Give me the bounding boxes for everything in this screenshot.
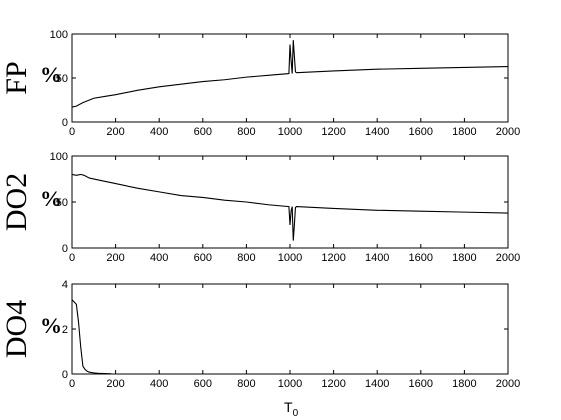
x-tick-label: 1400 <box>365 252 389 264</box>
series-line-1 <box>71 299 112 375</box>
x-tick-label: 400 <box>150 126 168 138</box>
axes-frame <box>71 155 509 249</box>
x-tick-label: 400 <box>150 378 168 390</box>
series-line-1 <box>71 173 509 241</box>
subplot-1: 0 200 400 600 800 1000 1200 1400 1600 1800 2000 0 50… <box>0 29 520 138</box>
x-tick-label: 200 <box>106 252 124 264</box>
x-tick-label: 400 <box>150 252 168 264</box>
x-tick-label: 600 <box>194 126 212 138</box>
y-axis-unit: % <box>40 313 62 338</box>
y-tick-label: 2 <box>62 324 68 336</box>
x-tick-label: 1000 <box>278 252 302 264</box>
y-axis-label: DO2 <box>0 173 33 231</box>
x-tick-label: 1800 <box>452 126 476 138</box>
x-tick-label: 0 <box>69 252 75 264</box>
x-tick-label: 1400 <box>365 378 389 390</box>
x-tick-label: 600 <box>194 252 212 264</box>
y-tick-label: 4 <box>62 279 68 291</box>
x-tick-label: 800 <box>237 378 255 390</box>
x-tick-label: 2000 <box>496 126 520 138</box>
x-tick-label: 0 <box>69 126 75 138</box>
x-tick-label: 1600 <box>409 126 433 138</box>
x-tick-label: 200 <box>106 126 124 138</box>
y-tick-label: 50 <box>56 73 68 85</box>
x-tick-label: 1000 <box>278 378 302 390</box>
subplot-2: 0 200 400 600 800 1000 1200 1400 1600 1800 2000 0 50… <box>0 151 520 264</box>
x-axis-label: T0 <box>284 399 299 419</box>
y-axis-label: FP <box>0 61 33 94</box>
series-line-1 <box>71 40 509 108</box>
x-tick-label: 600 <box>194 378 212 390</box>
x-tick-label: 1400 <box>365 126 389 138</box>
x-tick-label: 1800 <box>452 252 476 264</box>
x-tick-label: 1600 <box>409 378 433 390</box>
x-tick-label: 0 <box>69 378 75 390</box>
y-axis-unit: % <box>40 62 62 87</box>
x-tick-label: 800 <box>237 126 255 138</box>
x-tick-label: 1200 <box>321 378 345 390</box>
x-tick-label: 1200 <box>321 126 345 138</box>
x-tick-label: 1200 <box>321 252 345 264</box>
x-tick-label: 200 <box>106 378 124 390</box>
x-tick-label: 2000 <box>496 252 520 264</box>
x-tick-label: 1000 <box>278 126 302 138</box>
y-tick-label: 100 <box>50 29 68 41</box>
y-tick-label: 0 <box>62 117 68 129</box>
x-tick-label: 1800 <box>452 378 476 390</box>
y-tick-label: 50 <box>56 197 68 209</box>
x-tick-label: 800 <box>237 252 255 264</box>
x-tick-label: 1600 <box>409 252 433 264</box>
x-axis-label-subscript: 0 <box>293 408 299 419</box>
y-tick-label: 100 <box>50 151 68 163</box>
y-axis-unit: % <box>40 186 62 211</box>
y-tick-label: 0 <box>62 243 68 255</box>
x-tick-label: 2000 <box>496 378 520 390</box>
axes-frame <box>71 283 509 375</box>
y-tick-label: 0 <box>62 369 68 381</box>
y-axis-label: DO4 <box>0 300 33 358</box>
subplot-3: 0 200 400 600 800 1000 1200 1400 1600 1800 2000 0 2 4… <box>0 279 520 419</box>
